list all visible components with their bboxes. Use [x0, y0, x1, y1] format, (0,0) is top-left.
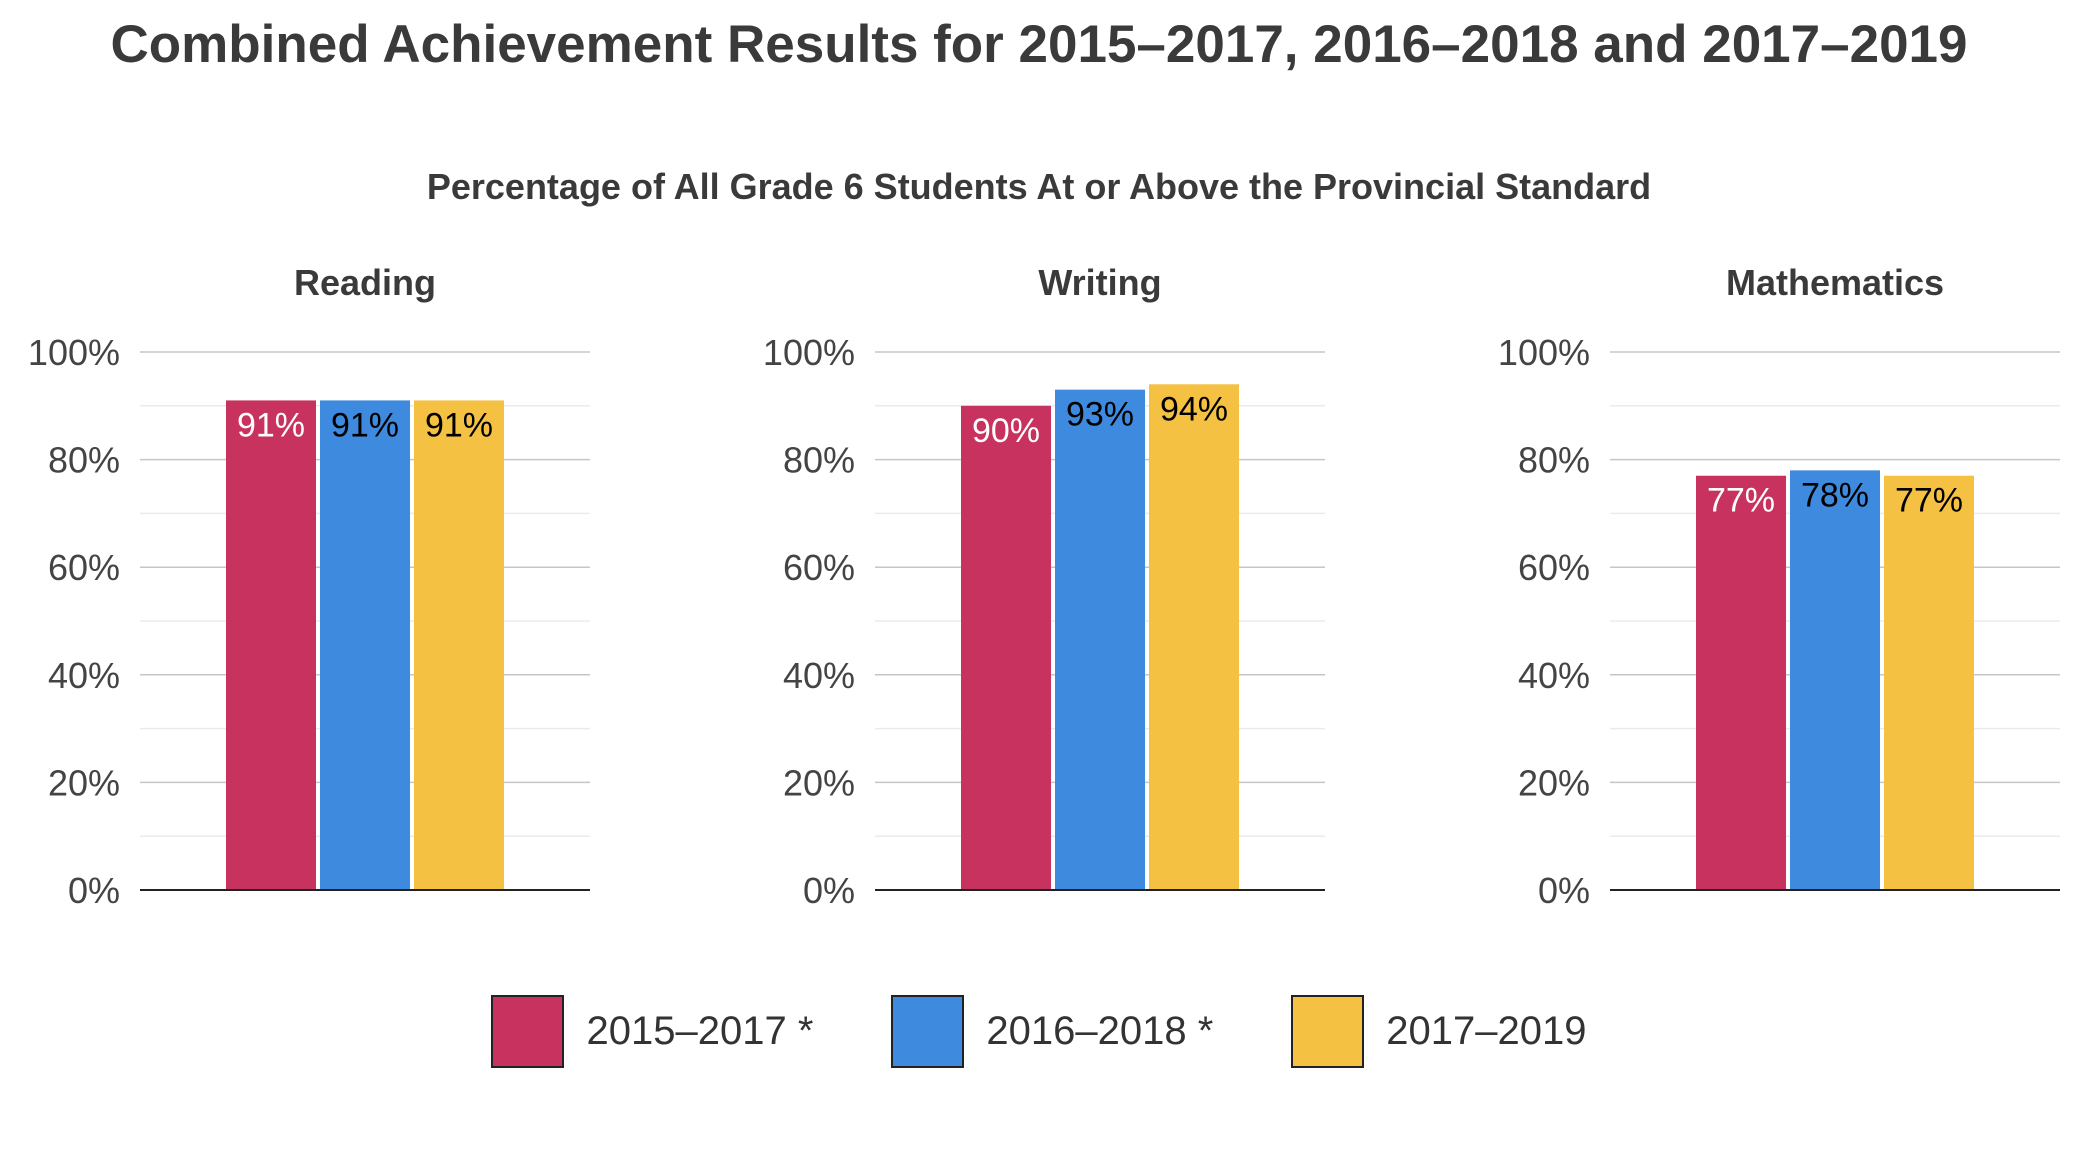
y-tick-label: 0%	[68, 870, 120, 911]
legend-item: 2015–2017 *	[491, 994, 814, 1068]
data-label: 77%	[1707, 482, 1775, 520]
bar	[1149, 384, 1239, 890]
y-tick-label: 60%	[783, 547, 855, 588]
data-label: 94%	[1160, 390, 1228, 428]
legend: 2015–2017 * 2016–2018 * 2017–2019	[0, 992, 2078, 1070]
y-tick-label: 100%	[1498, 332, 1590, 373]
y-tick-label: 60%	[1518, 547, 1590, 588]
legend-item: 2017–2019	[1291, 994, 1587, 1068]
bar	[1696, 475, 1786, 890]
y-tick-label: 40%	[48, 655, 120, 696]
y-tick-label: 20%	[48, 762, 120, 803]
legend-label: 2015–2017 *	[586, 1008, 814, 1053]
chart-title: Combined Achievement Results for 2015–20…	[110, 15, 1968, 74]
bar	[414, 400, 504, 890]
y-tick-label: 60%	[48, 547, 120, 588]
data-label: 91%	[425, 406, 493, 444]
bar	[1055, 389, 1145, 890]
y-tick-label: 40%	[1518, 655, 1590, 696]
panel-title-reading: Reading	[294, 262, 436, 303]
data-label: 91%	[237, 406, 305, 444]
legend-label: 2017–2019	[1386, 1008, 1587, 1053]
y-tick-label: 100%	[28, 332, 120, 373]
y-tick-label: 20%	[1518, 762, 1590, 803]
y-tick-label: 80%	[783, 440, 855, 481]
chart-subtitle: Percentage of All Grade 6 Students At or…	[426, 166, 1652, 207]
y-tick-label: 80%	[1518, 440, 1590, 481]
data-label: 91%	[331, 406, 399, 444]
y-tick-label: 80%	[48, 440, 120, 481]
legend-swatch-2016-2018	[891, 994, 965, 1068]
legend-item: 2016–2018 *	[891, 994, 1214, 1068]
y-tick-label: 40%	[783, 655, 855, 696]
legend-swatch-2017-2019	[1291, 994, 1365, 1068]
bar	[961, 405, 1051, 890]
legend-label: 2016–2018 *	[986, 1008, 1214, 1053]
data-label: 78%	[1801, 476, 1869, 514]
panel-title-writing: Writing	[1038, 262, 1161, 303]
bar	[1790, 470, 1880, 890]
y-tick-label: 0%	[1538, 870, 1590, 911]
data-label: 93%	[1066, 396, 1134, 434]
data-label: 77%	[1895, 482, 1963, 520]
bar	[1884, 475, 1974, 890]
y-tick-label: 0%	[803, 870, 855, 911]
bar	[226, 400, 316, 890]
y-tick-label: 20%	[783, 762, 855, 803]
panel-title-mathematics: Mathematics	[1726, 262, 1944, 303]
bar	[320, 400, 410, 890]
legend-swatch-2015-2017	[491, 994, 565, 1068]
y-tick-label: 100%	[763, 332, 855, 373]
data-label: 90%	[972, 412, 1040, 450]
